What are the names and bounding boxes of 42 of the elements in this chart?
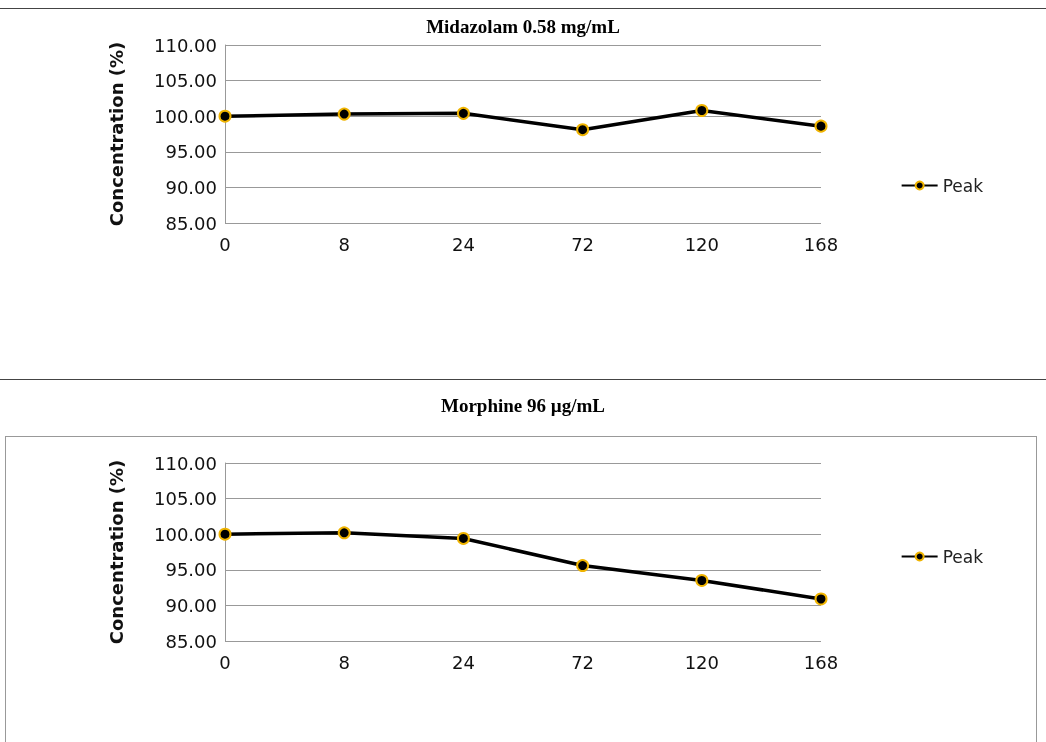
x-tick-label: 168 [803,651,839,673]
x-tick-label: 120 [684,233,719,255]
y-tick-label: 100.00 [154,523,217,545]
y-tick-label: 90.00 [165,176,217,198]
y-tick-label: 110.00 [154,34,217,56]
x-tick-label: 0 [219,233,231,255]
x-tick-label: 72 [571,233,595,255]
y-tick-label: 100.00 [154,105,217,127]
x-tick-label: 120 [684,651,719,673]
x-tick-label: 24 [451,233,475,255]
x-tick-label: 24 [451,651,475,673]
chart-title: Morphine 96 µg/mL [440,395,606,416]
point [695,573,709,587]
point [814,592,828,606]
y-axis-title: Concentration (%) [105,41,127,227]
y-tick-label: 90.00 [165,594,217,616]
legend-label: Peak [942,175,984,196]
chart-title: Midazolam 0.58 mg/mL [426,16,620,37]
y-tick-label: 85.00 [165,212,217,234]
point [337,107,351,121]
y-tick-label: 95.00 [165,141,217,163]
y-tick-label: 105.00 [154,70,217,92]
point [337,526,351,540]
y-tick-label: 95.00 [165,559,217,581]
point [576,559,590,573]
x-tick-label: 72 [571,651,595,673]
legend-label: Peak [942,546,984,567]
y-tick-label: 105.00 [154,488,217,510]
y-axis-title: Concentration (%) [105,459,127,645]
y-tick-label: 110.00 [154,452,217,474]
x-tick-label: 168 [803,233,839,255]
point [456,531,470,545]
point [218,527,232,541]
point [814,119,828,133]
point [218,109,232,123]
point [695,104,709,117]
x-tick-label: 8 [338,233,350,255]
point [576,123,590,137]
point [456,106,470,120]
y-tick-label: 85.00 [165,630,217,652]
x-tick-label: 8 [338,651,350,673]
x-tick-label: 0 [219,651,231,673]
